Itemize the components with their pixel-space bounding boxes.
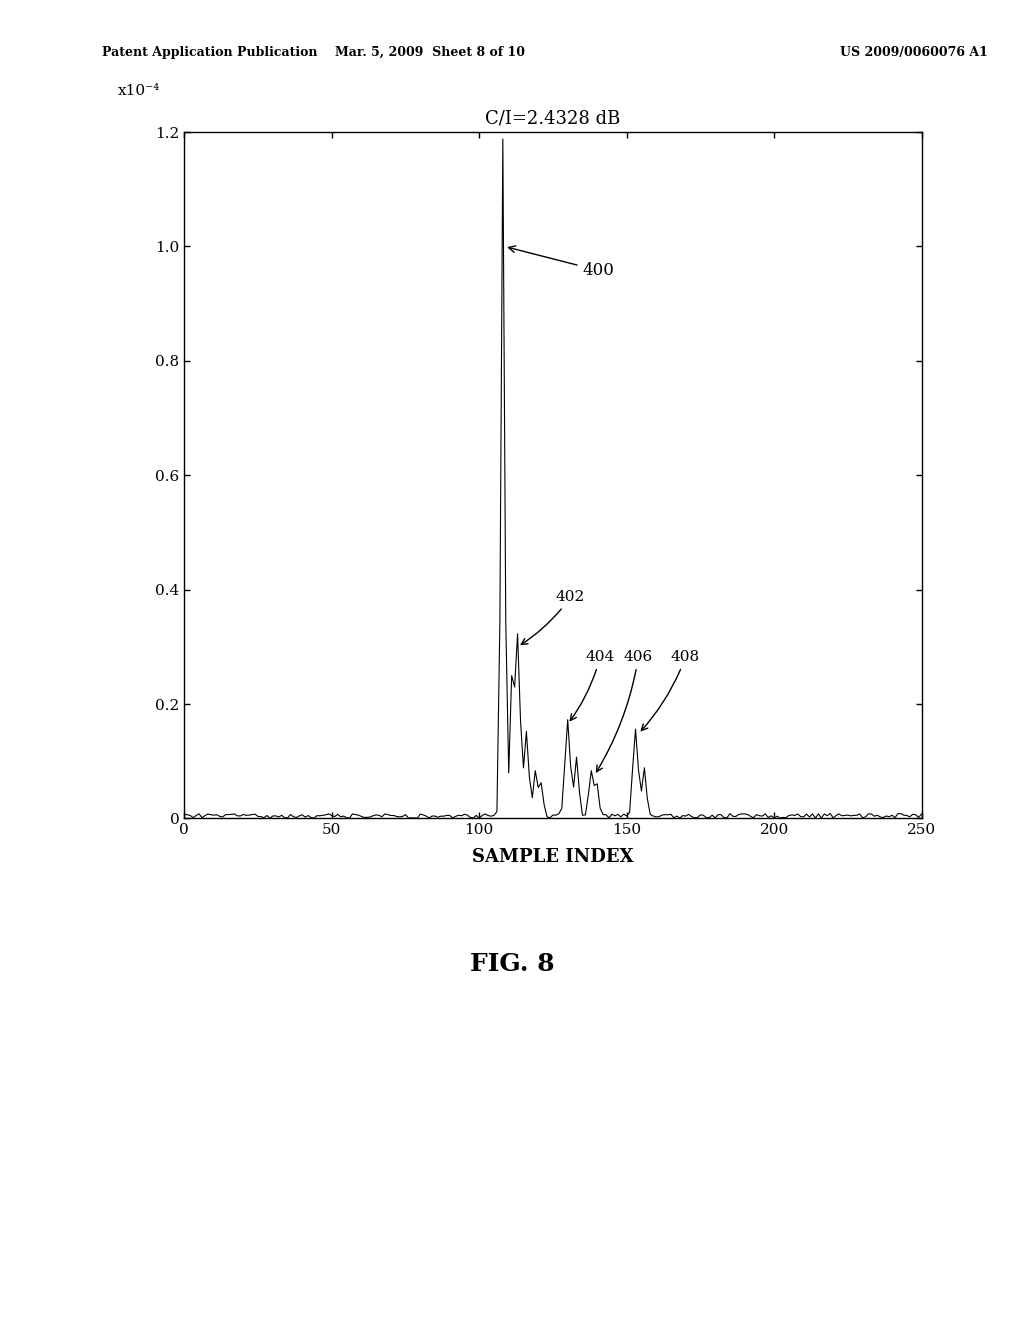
- X-axis label: SAMPLE INDEX: SAMPLE INDEX: [472, 849, 634, 866]
- Text: 408: 408: [641, 649, 700, 730]
- Text: x10⁻⁴: x10⁻⁴: [118, 83, 160, 98]
- Text: 406: 406: [597, 649, 653, 772]
- Text: Patent Application Publication: Patent Application Publication: [102, 46, 317, 59]
- Text: FIG. 8: FIG. 8: [470, 952, 554, 975]
- Text: 402: 402: [521, 590, 585, 644]
- Title: C/I=2.4328 dB: C/I=2.4328 dB: [485, 110, 621, 128]
- Text: 404: 404: [570, 649, 614, 721]
- Text: 400: 400: [509, 246, 614, 279]
- Text: US 2009/0060076 A1: US 2009/0060076 A1: [840, 46, 987, 59]
- Text: Mar. 5, 2009  Sheet 8 of 10: Mar. 5, 2009 Sheet 8 of 10: [335, 46, 525, 59]
